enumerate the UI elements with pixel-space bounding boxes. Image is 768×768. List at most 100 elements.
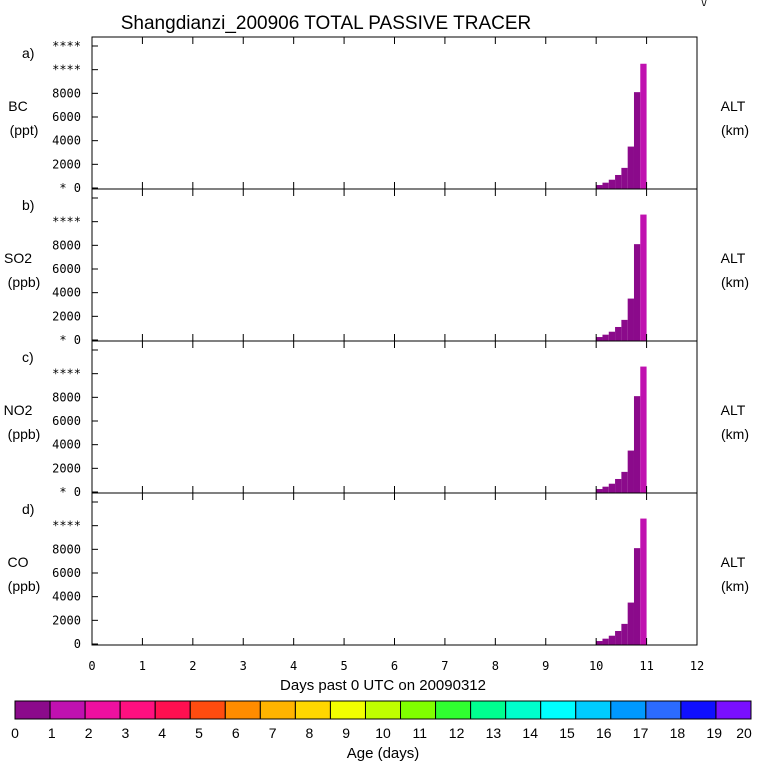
ytick-label-2-5: **** xyxy=(52,367,81,381)
right-unit-2: (km) xyxy=(721,426,749,442)
bar-0-5 xyxy=(627,146,634,189)
colorbar-tick-13: 13 xyxy=(486,725,502,741)
colorbar-swatch-0 xyxy=(14,700,51,720)
ytick-label-3-0: 0 xyxy=(74,637,81,651)
y-label-2: NO2 xyxy=(4,402,33,418)
ytick-label-1-5: **** xyxy=(52,215,81,229)
bar-0-4 xyxy=(621,167,628,189)
panel-1: * 0 2000 4000 6000 8000 **** b) SO2 (ppb) ALT (km) xyxy=(4,188,749,347)
colorbar-swatch-7 xyxy=(259,700,296,720)
colorbar-swatch-10 xyxy=(364,700,402,720)
colorbar-swatch-19 xyxy=(680,700,717,720)
ytick-label-3-3: 6000 xyxy=(52,566,81,580)
colorbar-tick-16: 16 xyxy=(596,725,612,741)
xtick-label-8: 8 xyxy=(492,659,499,673)
colorbar-tick-18: 18 xyxy=(670,725,686,741)
ytick-label-3-1: 2000 xyxy=(52,613,81,627)
bar-0-0 xyxy=(596,185,603,189)
panel-frame-3 xyxy=(91,492,698,646)
x-axis-label: Days past 0 UTC on 20090312 xyxy=(280,677,486,694)
right-label-3: ALT xyxy=(721,554,746,570)
colorbar-swatch-20 xyxy=(715,700,752,720)
bar-3-6 xyxy=(633,548,641,645)
xtick-label-12: 12 xyxy=(690,659,704,673)
colorbar-tick-9: 9 xyxy=(342,725,350,741)
bar-0-7 xyxy=(640,63,647,189)
bar-2-7 xyxy=(640,366,647,493)
ytick-label-1-3: 6000 xyxy=(52,262,81,276)
bar-2-5 xyxy=(627,450,634,493)
panel-label-2: c) xyxy=(22,349,34,365)
y-unit-1: (ppb) xyxy=(8,274,41,290)
age-colorbar: 0 1 2 3 4 5 6 7 8 9 10 11 12 13 14 15 16 17 18 19 20 xyxy=(11,700,752,741)
colorbar-tick-20: 20 xyxy=(736,725,752,741)
colorbar-swatch-3 xyxy=(119,700,156,720)
bar-1-7 xyxy=(640,214,647,341)
panel-frame-1 xyxy=(91,188,698,342)
xtick-label-5: 5 xyxy=(340,659,347,673)
colorbar-tick-11: 11 xyxy=(413,725,428,741)
corner-mark: \/ xyxy=(701,0,708,9)
colorbar-swatch-8 xyxy=(294,700,331,720)
colorbar-tick-3: 3 xyxy=(122,725,130,741)
right-label-0: ALT xyxy=(721,98,746,114)
colorbar-tick-4: 4 xyxy=(158,725,166,741)
bar-2-4 xyxy=(621,471,628,493)
bar-1-5 xyxy=(627,298,634,341)
bar-1-3 xyxy=(615,326,622,341)
bar-3-3 xyxy=(615,630,622,645)
colorbar-tick-2: 2 xyxy=(85,725,93,741)
xtick-label-4: 4 xyxy=(290,659,297,673)
ytick-label-2-0: * 0 xyxy=(59,485,81,499)
colorbar-tick-1: 1 xyxy=(48,725,56,741)
panel-label-0: a) xyxy=(22,45,34,61)
ytick-label-2-4: 8000 xyxy=(52,390,81,404)
colorbar-swatch-6 xyxy=(224,700,261,720)
colorbar-swatch-9 xyxy=(329,700,366,720)
colorbar-swatch-11 xyxy=(400,700,437,720)
ytick-label-2-3: 6000 xyxy=(52,414,81,428)
colorbar-swatch-4 xyxy=(154,700,191,720)
y-unit-2: (ppb) xyxy=(8,426,41,442)
right-unit-0: (km) xyxy=(721,122,749,138)
chart-title: Shangdianzi_200906 TOTAL PASSIVE TRACER xyxy=(121,13,532,34)
right-unit-3: (km) xyxy=(721,578,749,594)
right-label-1: ALT xyxy=(721,250,746,266)
panel-frame-2 xyxy=(91,340,698,494)
colorbar-tick-19: 19 xyxy=(706,725,722,741)
ytick-label-0-2: 4000 xyxy=(52,134,81,148)
right-label-2: ALT xyxy=(721,402,746,418)
y-unit-0: (ppt) xyxy=(10,122,39,138)
bar-2-2 xyxy=(608,483,616,493)
panel-label-3: d) xyxy=(22,501,34,517)
ytick-label-2-2: 4000 xyxy=(52,438,81,452)
colorbar-tick-6: 6 xyxy=(232,725,240,741)
colorbar-swatch-16 xyxy=(575,700,612,720)
colorbar-tick-14: 14 xyxy=(522,725,538,741)
bar-0-6 xyxy=(633,92,641,189)
colorbar-label: Age (days) xyxy=(347,745,420,762)
colorbar-tick-5: 5 xyxy=(195,725,203,741)
ytick-label-3-4: 8000 xyxy=(52,542,81,556)
bar-3-1 xyxy=(602,638,609,645)
ytick-label-0-0: * 0 xyxy=(59,181,81,195)
xtick-label-10: 10 xyxy=(589,659,603,673)
ytick-label-1-1: 2000 xyxy=(52,309,81,323)
xtick-label-7: 7 xyxy=(441,659,448,673)
colorbar-tick-15: 15 xyxy=(559,725,575,741)
panels: * 0 2000 4000 6000 8000 **** **** a) BC (ppt) ALT (… xyxy=(4,36,749,651)
colorbar-tick-12: 12 xyxy=(449,725,465,741)
bar-2-3 xyxy=(615,478,622,493)
bar-3-0 xyxy=(596,641,603,645)
bar-3-2 xyxy=(608,635,616,645)
colorbar-swatch-13 xyxy=(470,700,507,720)
colorbar-swatch-12 xyxy=(435,700,472,720)
colorbar-tick-8: 8 xyxy=(306,725,314,741)
xtick-label-3: 3 xyxy=(240,659,247,673)
bar-1-1 xyxy=(602,334,609,341)
x-axis: 0 1 2 3 4 5 6 7 8 9 10 11 12 xyxy=(88,659,704,673)
colorbar-swatch-14 xyxy=(505,700,542,720)
right-unit-1: (km) xyxy=(721,274,749,290)
ytick-label-1-2: 4000 xyxy=(52,286,81,300)
